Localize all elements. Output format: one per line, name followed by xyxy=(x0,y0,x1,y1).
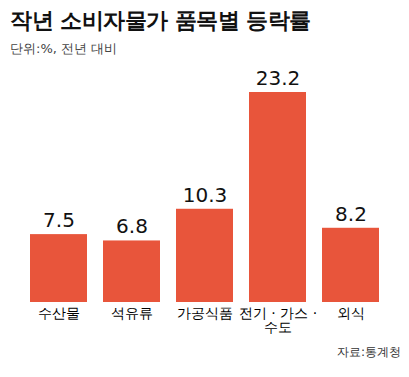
html-text:작년 소비자물가 품목별 등락률: 작년 소비자물가 품목별 등락률 xyxy=(10,8,311,33)
svg-text:10.3: 10.3 xyxy=(183,183,228,207)
svg-text:석유류: 석유류 xyxy=(111,305,153,321)
svg-text:8.2: 8.2 xyxy=(335,202,367,226)
svg-text:6.8: 6.8 xyxy=(116,214,148,238)
svg-text:23.2: 23.2 xyxy=(256,66,301,90)
svg-text:전기 · 가스 ·수도: 전기 · 가스 ·수도 xyxy=(239,305,317,335)
html-text:자료:통계청: 자료:통계청 xyxy=(337,345,401,359)
svg-text:외식: 외식 xyxy=(337,305,365,321)
svg-text:7.5: 7.5 xyxy=(43,208,75,232)
svg-text:가공식품: 가공식품 xyxy=(177,305,233,321)
html-text:단위:%, 전년 대비: 단위:%, 전년 대비 xyxy=(10,41,118,56)
svg-text:수산물: 수산물 xyxy=(38,305,80,321)
